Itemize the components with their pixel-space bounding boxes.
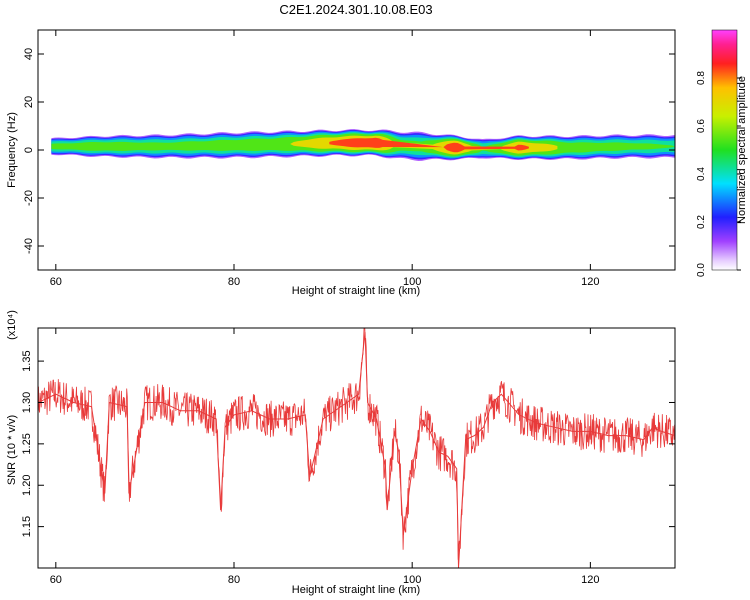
colorbar-tick-label: 0.2 [696, 215, 707, 229]
snr-noise-trace [38, 328, 675, 560]
snr-y-tick-label: 1.35 [21, 350, 33, 371]
colorbar-tick-label: 0.0 [696, 263, 707, 277]
snr-y-exponent-label: (x10⁴) [6, 310, 18, 340]
snr-panel: 60 80 100 120 1.15 1.20 1.25 1.30 1.35 Height of… [6, 310, 676, 596]
colorbar-gradient [711, 29, 738, 271]
colorbar-label: Normalized spectral amplitude [736, 76, 748, 224]
spectrogram-x-tick-label: 60 [50, 276, 62, 288]
snr-x-tick-label: 100 [403, 574, 421, 586]
colorbar-tick-label: 0.6 [696, 119, 707, 133]
snr-frame [37, 327, 676, 569]
spectrogram-y-tick-label: 20 [23, 96, 35, 108]
snr-x-tick-label: 80 [228, 574, 240, 586]
snr-y-tick-label: 1.30 [21, 392, 33, 413]
spectrogram-x-axis-label: Height of straight line (km) [292, 285, 420, 297]
spectrogram-y-tick-label: -40 [23, 238, 35, 254]
snr-y-tick-label: 1.15 [21, 516, 33, 537]
spectrogram-y-tick-label: -20 [23, 190, 35, 206]
spectrogram-x-tick-label: 80 [228, 276, 240, 288]
spectrogram-y-tick-label: 0 [23, 147, 35, 153]
snr-x-axis-label: Height of straight line (km) [292, 584, 420, 596]
snr-x-tick-label: 60 [50, 574, 62, 586]
snr-y-tick-label: 1.20 [21, 475, 33, 496]
colorbar-tick-label: 0.4 [696, 167, 707, 181]
snr-line [38, 332, 675, 568]
spectrogram-x-tick-label: 100 [403, 276, 421, 288]
colorbar-tick-label: 0.8 [696, 71, 707, 85]
snr-y-tick-label: 1.25 [21, 433, 33, 454]
spectrogram-x-tick-label: 120 [581, 276, 599, 288]
spectrogram-level-6 [329, 137, 529, 153]
snr-x-tick-label: 120 [581, 574, 599, 586]
spectrogram-y-axis-label: Frequency (Hz) [6, 112, 18, 188]
spectrogram-y-tick-label: 40 [23, 48, 35, 60]
colorbar: 0.0 0.2 0.4 0.6 0.8 Normalized spectral ampl… [696, 29, 748, 277]
figure-title: C2E1.2024.301.10.08.E03 [279, 2, 432, 17]
spectrogram-panel: 60 80 100 120 -40 -20 0 20 40 Height of straight… [6, 29, 676, 297]
snr-y-axis-label: SNR (10 * v/v) [6, 415, 18, 485]
